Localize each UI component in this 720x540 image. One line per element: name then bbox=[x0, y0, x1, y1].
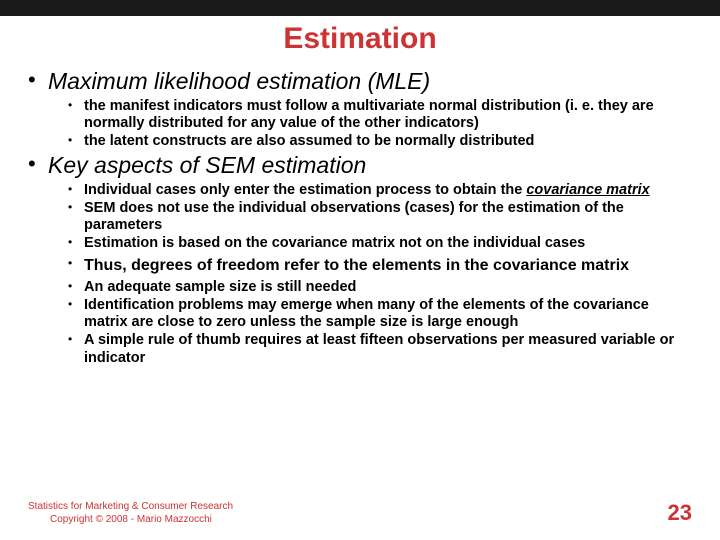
bullet-text-strong: Thus, degrees of freedom refer to the el… bbox=[84, 256, 692, 275]
footer-line1: Statistics for Marketing & Consumer Rese… bbox=[28, 501, 233, 514]
list-item: Individual cases only enter the estimati… bbox=[68, 182, 692, 199]
bullet-text: SEM does not use the individual observat… bbox=[84, 200, 692, 234]
sem-sublist: Individual cases only enter the estimati… bbox=[48, 182, 692, 367]
top-bar bbox=[0, 0, 720, 16]
list-item-emphasis: Thus, degrees of freedom refer to the el… bbox=[68, 256, 692, 275]
section-heading: Maximum likelihood estimation (MLE) bbox=[48, 68, 692, 96]
section-sem: Key aspects of SEM estimation Individual… bbox=[28, 152, 692, 367]
footer-attribution: Statistics for Marketing & Consumer Rese… bbox=[28, 501, 233, 526]
bullet-text: Estimation is based on the covariance ma… bbox=[84, 235, 692, 252]
list-item: the manifest indicators must follow a mu… bbox=[68, 98, 692, 132]
bullet-list-level1: Maximum likelihood estimation (MLE) the … bbox=[28, 68, 692, 367]
list-item: Identification problems may emerge when … bbox=[68, 297, 692, 331]
slide-title: Estimation bbox=[28, 22, 692, 56]
list-item: An adequate sample size is still needed bbox=[68, 279, 692, 296]
bullet-text: An adequate sample size is still needed bbox=[84, 279, 692, 296]
bullet-text: Identification problems may emerge when … bbox=[84, 297, 692, 331]
bullet-text: the latent constructs are also assumed t… bbox=[84, 133, 692, 150]
bullet-text: A simple rule of thumb requires at least… bbox=[84, 332, 692, 366]
slide-body: Estimation Maximum likelihood estimation… bbox=[0, 16, 720, 367]
section-heading: Key aspects of SEM estimation bbox=[48, 152, 692, 180]
section-mle: Maximum likelihood estimation (MLE) the … bbox=[28, 68, 692, 150]
mle-sublist: the manifest indicators must follow a mu… bbox=[48, 98, 692, 150]
bullet-text: the manifest indicators must follow a mu… bbox=[84, 98, 692, 132]
footer-line2: Copyright © 2008 - Mario Mazzocchi bbox=[28, 514, 233, 527]
list-item: the latent constructs are also assumed t… bbox=[68, 133, 692, 150]
text-pre: Individual cases only enter the estimati… bbox=[84, 182, 526, 198]
bullet-text: Individual cases only enter the estimati… bbox=[84, 182, 692, 199]
list-item: SEM does not use the individual observat… bbox=[68, 200, 692, 234]
list-item: Estimation is based on the covariance ma… bbox=[68, 235, 692, 252]
page-number: 23 bbox=[668, 500, 692, 526]
text-underlined: covariance matrix bbox=[526, 182, 649, 198]
footer: Statistics for Marketing & Consumer Rese… bbox=[28, 500, 692, 526]
list-item: A simple rule of thumb requires at least… bbox=[68, 332, 692, 366]
